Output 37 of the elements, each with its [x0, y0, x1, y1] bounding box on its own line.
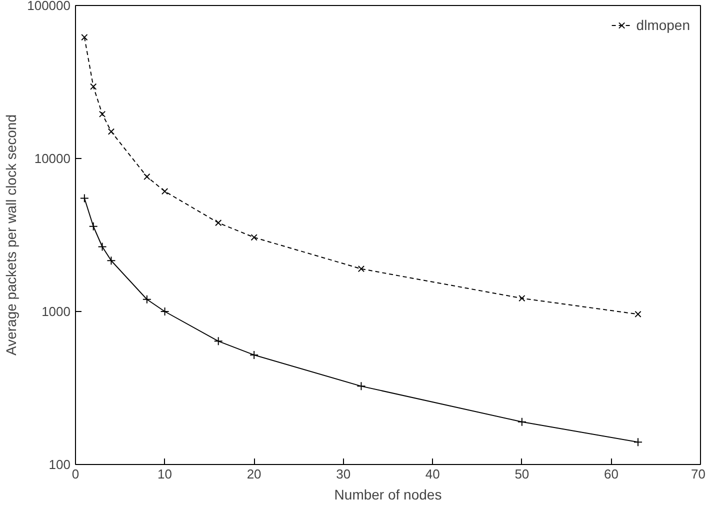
- point: [214, 336, 223, 346]
- x-tick-label: 0: [72, 466, 80, 482]
- point: [250, 350, 259, 360]
- x-tick-label: 40: [425, 466, 440, 482]
- point: [160, 307, 170, 316]
- point: [80, 194, 89, 203]
- x-tick-label: 60: [604, 466, 618, 482]
- y-tick-label: 10000: [34, 151, 71, 166]
- point: [215, 219, 222, 226]
- point: [634, 310, 642, 318]
- point: [106, 256, 116, 266]
- x-tick-label: 30: [336, 466, 351, 482]
- x-tick-label: 70: [691, 466, 706, 482]
- x-tick-label: 50: [514, 466, 530, 482]
- x-tick-label: 10: [158, 466, 172, 482]
- x-axis-title: Number of nodes: [334, 486, 442, 502]
- y-axis-title: Average packets per wall clock second: [3, 114, 20, 356]
- point: [98, 110, 106, 118]
- point: [634, 438, 642, 447]
- point: [142, 294, 152, 304]
- point: [358, 266, 365, 272]
- point: [517, 417, 526, 426]
- point: [90, 83, 97, 90]
- point: [81, 34, 88, 41]
- y-tick-label: 100000: [27, 0, 71, 13]
- legend-label: dlmopen: [636, 17, 690, 33]
- point: [518, 294, 526, 302]
- point: [250, 234, 258, 241]
- x-tick-label: 20: [246, 466, 262, 482]
- point: [356, 382, 366, 391]
- point: [161, 188, 168, 195]
- point: [88, 222, 98, 231]
- point: [144, 173, 150, 180]
- y-tick-label: 1000: [42, 304, 70, 319]
- y-tick-label: 100: [48, 457, 71, 472]
- point: [108, 128, 115, 135]
- point: [98, 242, 107, 252]
